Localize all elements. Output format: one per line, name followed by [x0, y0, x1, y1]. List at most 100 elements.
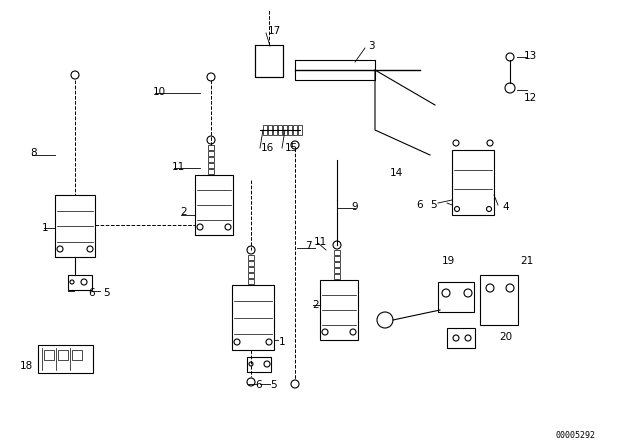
Text: 11: 11 [314, 237, 327, 247]
Bar [248, 261, 254, 266]
Bar [248, 273, 254, 278]
Text: 6: 6 [255, 380, 262, 390]
Text: 5: 5 [430, 200, 436, 210]
Text: 21: 21 [520, 256, 533, 266]
Bar [480, 275, 518, 325]
Bar [208, 151, 214, 156]
Text: 1: 1 [279, 337, 285, 347]
Circle shape [453, 335, 459, 341]
Circle shape [486, 284, 494, 292]
Bar [288, 125, 292, 135]
Circle shape [81, 279, 87, 285]
Circle shape [70, 280, 74, 284]
Bar [72, 350, 82, 360]
Text: 3: 3 [368, 41, 374, 51]
Circle shape [247, 246, 255, 254]
Circle shape [71, 71, 79, 79]
Circle shape [442, 289, 450, 297]
Circle shape [57, 246, 63, 252]
Circle shape [486, 207, 492, 211]
Text: 15: 15 [285, 143, 298, 153]
Bar [248, 267, 254, 272]
Bar [208, 163, 214, 168]
Circle shape [266, 339, 272, 345]
Circle shape [207, 136, 215, 144]
Text: 11: 11 [172, 162, 185, 172]
Bar [273, 125, 277, 135]
Circle shape [464, 289, 472, 297]
Circle shape [377, 312, 393, 328]
Circle shape [506, 53, 514, 61]
Bar [208, 157, 214, 162]
Text: 6: 6 [88, 288, 95, 298]
Circle shape [333, 241, 341, 249]
Circle shape [453, 140, 459, 146]
Circle shape [465, 335, 471, 341]
Bar [247, 357, 271, 372]
Text: 12: 12 [524, 93, 537, 103]
Bar [44, 350, 54, 360]
Circle shape [225, 224, 231, 230]
Bar [278, 125, 282, 135]
Circle shape [506, 284, 514, 292]
Text: 16: 16 [261, 143, 275, 153]
Bar [334, 262, 340, 267]
Bar [334, 256, 340, 261]
Circle shape [505, 83, 515, 93]
Bar [255, 45, 283, 77]
Text: 1: 1 [42, 223, 49, 233]
Circle shape [487, 140, 493, 146]
Bar [208, 169, 214, 174]
Bar [334, 250, 340, 255]
Text: 5: 5 [270, 380, 276, 390]
Bar [68, 275, 92, 290]
Circle shape [234, 339, 240, 345]
Text: 17: 17 [268, 26, 281, 36]
Bar [195, 175, 233, 235]
Circle shape [291, 141, 299, 149]
Text: 4: 4 [502, 202, 509, 212]
Text: 14: 14 [390, 168, 403, 178]
Bar [263, 125, 267, 135]
Text: 10: 10 [153, 87, 166, 97]
Bar [58, 350, 68, 360]
Text: 00005292: 00005292 [555, 431, 595, 440]
Text: 2: 2 [312, 300, 319, 310]
Bar [232, 285, 274, 350]
Circle shape [87, 246, 93, 252]
Text: 7: 7 [305, 241, 312, 251]
Circle shape [322, 329, 328, 335]
Bar [268, 125, 272, 135]
Bar [38, 345, 93, 373]
Circle shape [350, 329, 356, 335]
Circle shape [454, 207, 460, 211]
Text: 9: 9 [351, 202, 358, 212]
Circle shape [207, 73, 215, 81]
Bar [208, 145, 214, 150]
Bar [248, 255, 254, 260]
Circle shape [291, 380, 299, 388]
Bar [334, 268, 340, 273]
Text: 20: 20 [499, 332, 512, 342]
Bar [293, 125, 297, 135]
Bar [283, 125, 287, 135]
Bar [438, 282, 474, 312]
Text: 2: 2 [180, 207, 187, 217]
Text: 5: 5 [103, 288, 109, 298]
Circle shape [264, 361, 270, 367]
Circle shape [197, 224, 203, 230]
Circle shape [247, 378, 255, 386]
Text: 13: 13 [524, 51, 537, 61]
Bar [55, 195, 95, 257]
Text: 18: 18 [20, 361, 33, 371]
Circle shape [249, 362, 253, 366]
Bar [298, 125, 302, 135]
Bar [334, 274, 340, 279]
Text: 8: 8 [30, 148, 36, 158]
Bar [452, 150, 494, 215]
Text: 19: 19 [442, 256, 455, 266]
Bar [320, 280, 358, 340]
Bar [447, 328, 475, 348]
Bar [248, 279, 254, 284]
Text: 6: 6 [416, 200, 422, 210]
